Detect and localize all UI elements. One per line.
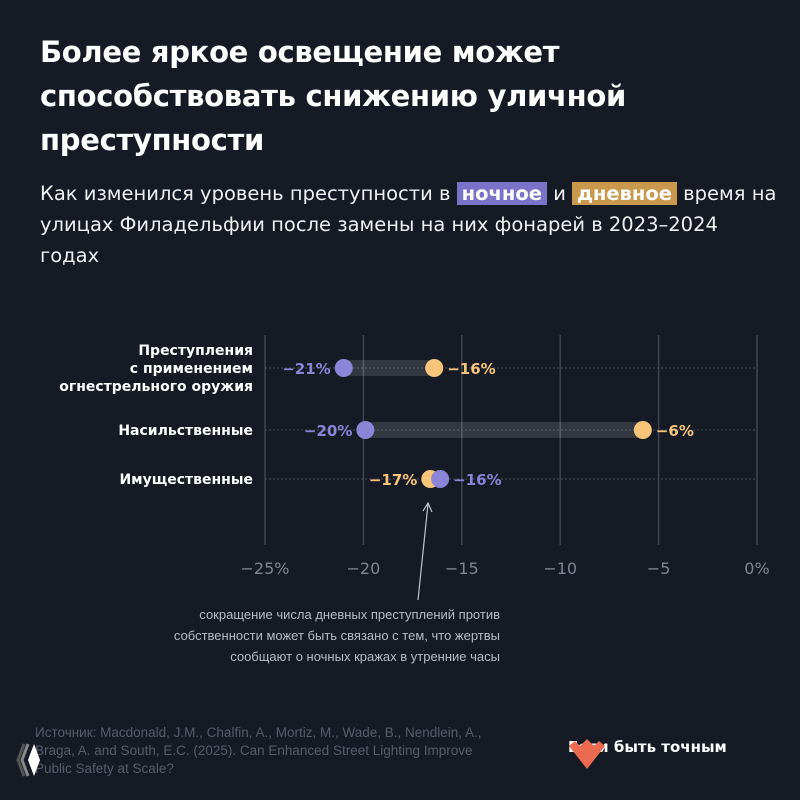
- corner-logo-icon: [16, 743, 40, 777]
- subtitle-text: и: [547, 182, 573, 205]
- night-value-label: −16%: [453, 471, 501, 489]
- category-label: Имущественные: [119, 472, 253, 488]
- range-bar: [343, 360, 435, 376]
- day-dot: [633, 421, 652, 439]
- category-label: огнестрельного оружия: [59, 379, 253, 395]
- x-tick-label: 0%: [744, 559, 769, 578]
- range-bar: [365, 422, 643, 438]
- day-value-label: −17%: [369, 471, 417, 489]
- day-legend: дневное: [572, 182, 677, 205]
- night-dot: [356, 421, 375, 439]
- arrowhead-icon: [422, 501, 433, 513]
- category-label: Насильственные: [118, 423, 253, 439]
- x-tick-label: −5: [647, 559, 671, 578]
- x-tick-label: −20: [347, 559, 381, 578]
- night-legend: ночное: [456, 182, 548, 205]
- night-value-label: −21%: [282, 360, 330, 378]
- annotation-line: собственности может быть связано с тем, …: [173, 628, 500, 643]
- subtitle-text: Как изменился уровень преступности в: [40, 182, 457, 205]
- subtitle: Как изменился уровень преступности в ноч…: [40, 178, 780, 271]
- brand: Если быть точным: [568, 738, 727, 769]
- page-title: Более яркое освещение может способствова…: [40, 35, 627, 157]
- annotation-arrow: [417, 503, 429, 601]
- day-dot: [425, 359, 444, 377]
- day-value-label: −16%: [447, 360, 495, 378]
- night-value-label: −20%: [304, 422, 352, 440]
- heart-logo-icon: [569, 739, 605, 769]
- x-tick-label: −25%: [241, 559, 290, 578]
- day-value-label: −6%: [656, 422, 694, 440]
- annotation-line: сообщают о ночных кражах в утренние часы: [230, 649, 500, 664]
- category-label: с применением: [130, 361, 253, 377]
- night-dot: [431, 470, 450, 488]
- x-tick-label: −15: [445, 559, 479, 578]
- brand-name: Если быть точным: [568, 738, 727, 756]
- category-label: Преступления: [138, 343, 253, 359]
- night-dot: [334, 359, 353, 377]
- x-tick-label: −10: [543, 559, 577, 578]
- source-citation: Источник: Macdonald, J.M., Chalfin, A., …: [35, 725, 482, 776]
- annotation: сокращение числа дневных преступлений пр…: [60, 604, 500, 667]
- subtitle-text: время на улицах Филадельфии после замены…: [40, 182, 777, 267]
- annotation-line: сокращение числа дневных преступлений пр…: [199, 607, 500, 622]
